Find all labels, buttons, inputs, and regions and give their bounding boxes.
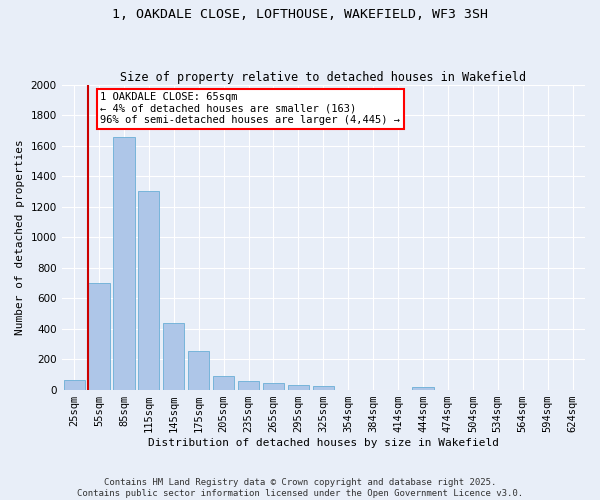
Bar	[238, 381, 259, 390]
Text: 1 OAKDALE CLOSE: 65sqm
← 4% of detached houses are smaller (163)
96% of semi-det: 1 OAKDALE CLOSE: 65sqm ← 4% of detached …	[100, 92, 400, 126]
Bar	[213, 376, 234, 390]
Text: Contains HM Land Registry data © Crown copyright and database right 2025.
Contai: Contains HM Land Registry data © Crown c…	[77, 478, 523, 498]
Bar	[263, 384, 284, 390]
Bar	[188, 350, 209, 390]
Bar	[412, 388, 434, 390]
Title: Size of property relative to detached houses in Wakefield: Size of property relative to detached ho…	[120, 70, 526, 84]
Y-axis label: Number of detached properties: Number of detached properties	[15, 139, 25, 335]
Bar	[138, 190, 160, 390]
X-axis label: Distribution of detached houses by size in Wakefield: Distribution of detached houses by size …	[148, 438, 499, 448]
Bar	[313, 386, 334, 390]
Bar	[113, 136, 134, 390]
Bar	[288, 386, 309, 390]
Text: 1, OAKDALE CLOSE, LOFTHOUSE, WAKEFIELD, WF3 3SH: 1, OAKDALE CLOSE, LOFTHOUSE, WAKEFIELD, …	[112, 8, 488, 20]
Bar	[64, 380, 85, 390]
Bar	[163, 322, 184, 390]
Bar	[88, 283, 110, 390]
